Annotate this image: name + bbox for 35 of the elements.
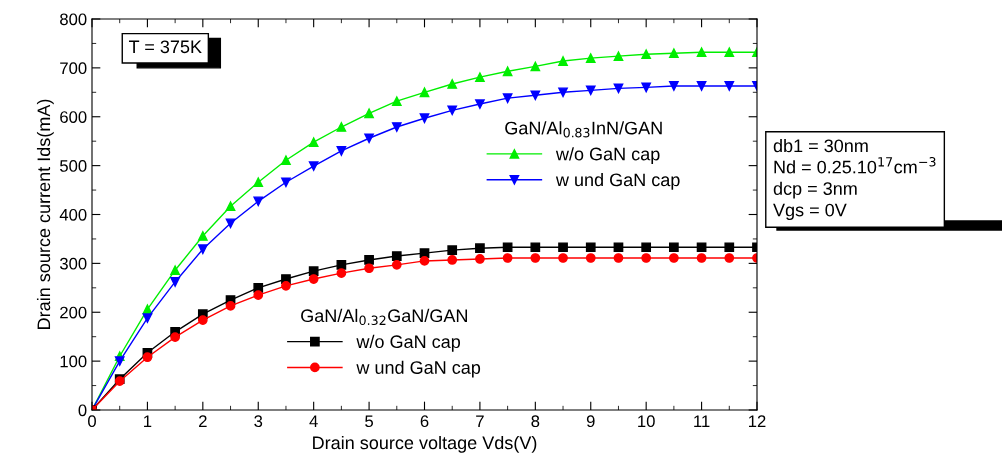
x-tick-label: 7 [476,415,484,427]
x-tick-label: 5 [365,415,374,428]
y-tick-label: 0 [78,404,87,417]
x-tick-label: 0 [88,415,96,428]
annotation: GaN/Al$_{0.83}$InN/GAN [505,121,662,138]
x-tick-label: 8 [531,415,540,428]
text: dcp = 3nm [773,181,857,199]
y-tick-label: 400 [59,208,87,221]
x-tick-label: 9 [586,415,595,428]
x-tick-label: 6 [420,415,429,428]
y-tick-label: 200 [60,306,87,319]
text: Vgs = 0V [773,203,847,220]
y-tick-label: 100 [60,355,87,368]
x-axis-title: Drain source voltage Vds(V) [313,435,537,453]
x-tick-label: 10 [638,415,655,428]
x-tick-label: 12 [749,415,766,427]
annotation: GaN/Al$_{0.32}$GaN/GAN [301,308,467,326]
legend-label: w/o GaN cap [555,147,660,164]
legend-label: w/o GaN cap [356,334,461,352]
y-tick-label: 300 [59,257,87,270]
y-tick-label: 500 [60,160,87,172]
text: Nd = 0.25.10$^{17}$cm$^{−3}$ [774,157,936,174]
y-tick-label: 600 [60,111,87,123]
annotation: T = 375K [128,40,202,54]
y-tick-label: 700 [60,62,87,75]
x-tick-label: 1 [144,415,152,427]
y-tick-label: 800 [60,13,87,26]
y-axis-title: Drain source current Ids(mA) [36,99,54,329]
x-tick-label: 4 [309,415,318,427]
legend-label: w und GaN cap [555,172,680,190]
legend-label: w und GaN cap [356,360,481,378]
text: db1 = 30nm [773,138,868,153]
x-tick-label: 3 [254,415,263,428]
x-tick-label: 2 [199,415,207,427]
x-tick-label: 11 [694,415,710,427]
